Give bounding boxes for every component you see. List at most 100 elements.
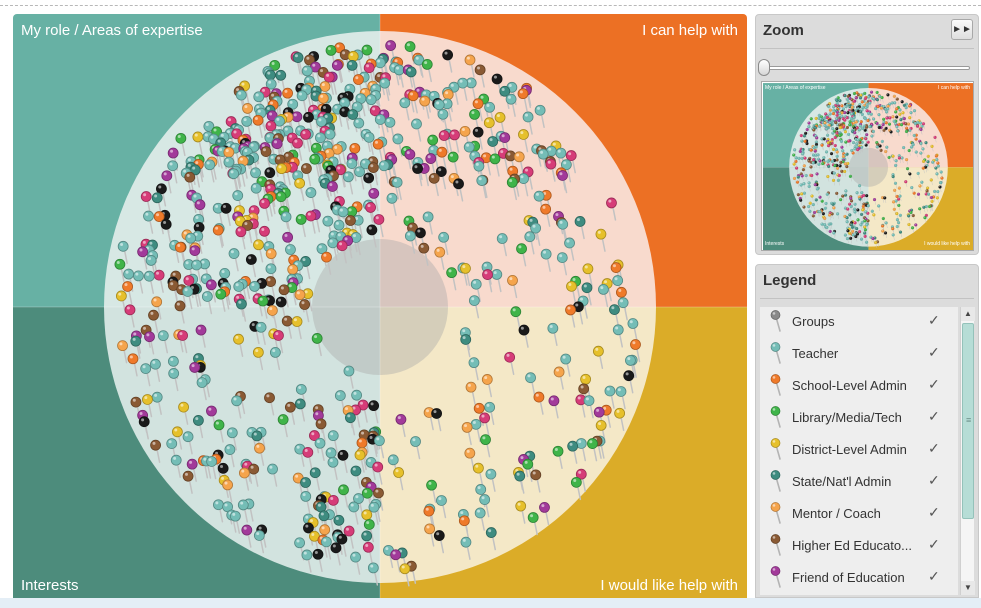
minimap-member-pin	[893, 181, 898, 189]
member-pin	[485, 468, 497, 492]
legend-item-label: School-Level Admin	[792, 378, 907, 393]
member-pin	[252, 114, 264, 138]
minimap-member-pin	[835, 191, 839, 199]
board-canvas[interactable]	[13, 14, 747, 598]
member-pin	[182, 431, 194, 455]
member-pin	[431, 408, 442, 432]
checkmark-icon[interactable]: ✓	[928, 344, 940, 360]
member-pin	[213, 419, 225, 443]
minimap-member-pin	[826, 144, 831, 151]
minimap-member-pin	[820, 137, 824, 144]
legend-item-teacher[interactable]: Teacher ✓	[760, 339, 958, 369]
legend-item-district-level-admin[interactable]: District-Level Admin ✓	[760, 435, 958, 465]
minimap-member-pin	[843, 169, 847, 177]
zoom-slider-track[interactable]	[766, 66, 970, 70]
minimap-member-pin	[930, 144, 934, 152]
people-board[interactable]: My role / Areas of expertise I can help …	[13, 14, 747, 598]
minimap-member-pin	[927, 192, 931, 200]
member-pin	[419, 95, 431, 119]
checkmark-icon[interactable]: ✓	[928, 312, 940, 328]
minimap-member-pin	[832, 231, 836, 239]
member-pin	[384, 116, 396, 141]
member-pin	[428, 145, 440, 169]
legend-item-state-nat-l-admin[interactable]: State/Nat'l Admin ✓	[760, 467, 958, 497]
minimap-member-pin	[920, 180, 924, 188]
minimap-canvas[interactable]	[763, 83, 974, 251]
member-pin	[294, 289, 306, 313]
member-pin	[436, 146, 448, 170]
member-pin	[395, 414, 407, 438]
member-pin	[470, 278, 482, 302]
zoom-slider-thumb[interactable]	[758, 59, 770, 76]
legend-item-school-level-admin[interactable]: School-Level Admin ✓	[760, 371, 958, 401]
minimap-member-pin	[826, 174, 830, 182]
legend-item-groups[interactable]: Groups ✓	[760, 307, 958, 337]
scrollbar-thumb[interactable]: ≡	[962, 323, 974, 519]
member-pin	[514, 470, 526, 494]
minimap-member-pin	[909, 210, 913, 218]
minimap-member-pin	[895, 212, 899, 219]
checkmark-icon[interactable]: ✓	[928, 440, 940, 456]
checkmark-icon[interactable]: ✓	[928, 536, 940, 552]
member-pin	[195, 324, 207, 348]
overview-minimap[interactable]: My role / Areas of expertise I can help …	[761, 81, 974, 251]
minimap-member-pin	[884, 126, 888, 134]
member-pin	[446, 267, 458, 291]
minimap-member-pin	[832, 147, 836, 155]
member-pin	[315, 418, 327, 442]
checkmark-icon[interactable]: ✓	[928, 408, 940, 424]
legend-item-mentor-coach[interactable]: Mentor / Coach ✓	[760, 499, 958, 529]
scroll-up-arrow-icon[interactable]: ▲	[961, 307, 975, 321]
checkmark-icon[interactable]: ✓	[928, 504, 940, 520]
member-pin	[259, 197, 270, 222]
minimap-member-pin	[891, 200, 896, 207]
minimap-member-pin	[834, 121, 838, 128]
legend-item-label: Mentor / Coach	[792, 506, 881, 521]
minimap-member-pin	[840, 169, 844, 177]
legend-item-library-media-tech[interactable]: Library/Media/Tech ✓	[760, 403, 958, 433]
minimap-member-pin	[863, 96, 867, 104]
member-pin	[265, 248, 277, 272]
minimap-member-pin	[843, 118, 847, 126]
member-pin	[150, 439, 161, 463]
member-pin	[411, 118, 422, 142]
minimap-label-can-help: I can help with	[938, 85, 970, 91]
member-pin	[196, 377, 208, 401]
minimap-member-pin	[863, 116, 867, 124]
member-pin	[556, 252, 568, 276]
minimap-member-pin	[893, 101, 897, 108]
minimap-member-pin	[854, 108, 858, 116]
minimap-member-pin	[922, 159, 926, 167]
checkmark-icon[interactable]: ✓	[928, 376, 940, 392]
minimap-member-pin	[881, 229, 885, 237]
minimap-member-pin	[872, 198, 877, 205]
member-pin	[436, 495, 447, 519]
checkmark-icon[interactable]: ✓	[928, 472, 940, 488]
minimap-member-pin	[864, 203, 868, 211]
minimap-member-pin	[905, 167, 910, 174]
expand-panel-button[interactable]: ►►	[951, 19, 973, 40]
checkmark-icon[interactable]: ✓	[928, 568, 940, 584]
member-pin	[157, 330, 169, 354]
legend-item-higher-ed-educato[interactable]: Higher Ed Educato... ✓	[760, 531, 958, 561]
member-pin	[311, 333, 323, 357]
member-pin	[441, 98, 453, 122]
legend-scrollbar[interactable]: ▲ ≡ ▼	[960, 307, 975, 595]
minimap-member-pin	[887, 155, 891, 163]
minimap-member-pin	[847, 139, 851, 147]
member-pin	[368, 188, 380, 212]
member-pin	[487, 136, 499, 160]
member-pin	[517, 88, 529, 112]
member-pin	[150, 358, 161, 382]
member-pin	[473, 160, 485, 184]
member-pin	[127, 353, 139, 377]
member-pin	[368, 400, 380, 424]
member-pin	[393, 467, 405, 491]
minimap-member-pin	[897, 156, 901, 164]
scroll-down-arrow-icon[interactable]: ▼	[961, 581, 975, 595]
minimap-member-pin	[794, 159, 798, 167]
member-pin	[534, 104, 546, 128]
member-pin	[301, 163, 312, 187]
minimap-member-pin	[878, 94, 882, 102]
legend-item-friend-of-education[interactable]: Friend of Education ✓	[760, 563, 958, 593]
